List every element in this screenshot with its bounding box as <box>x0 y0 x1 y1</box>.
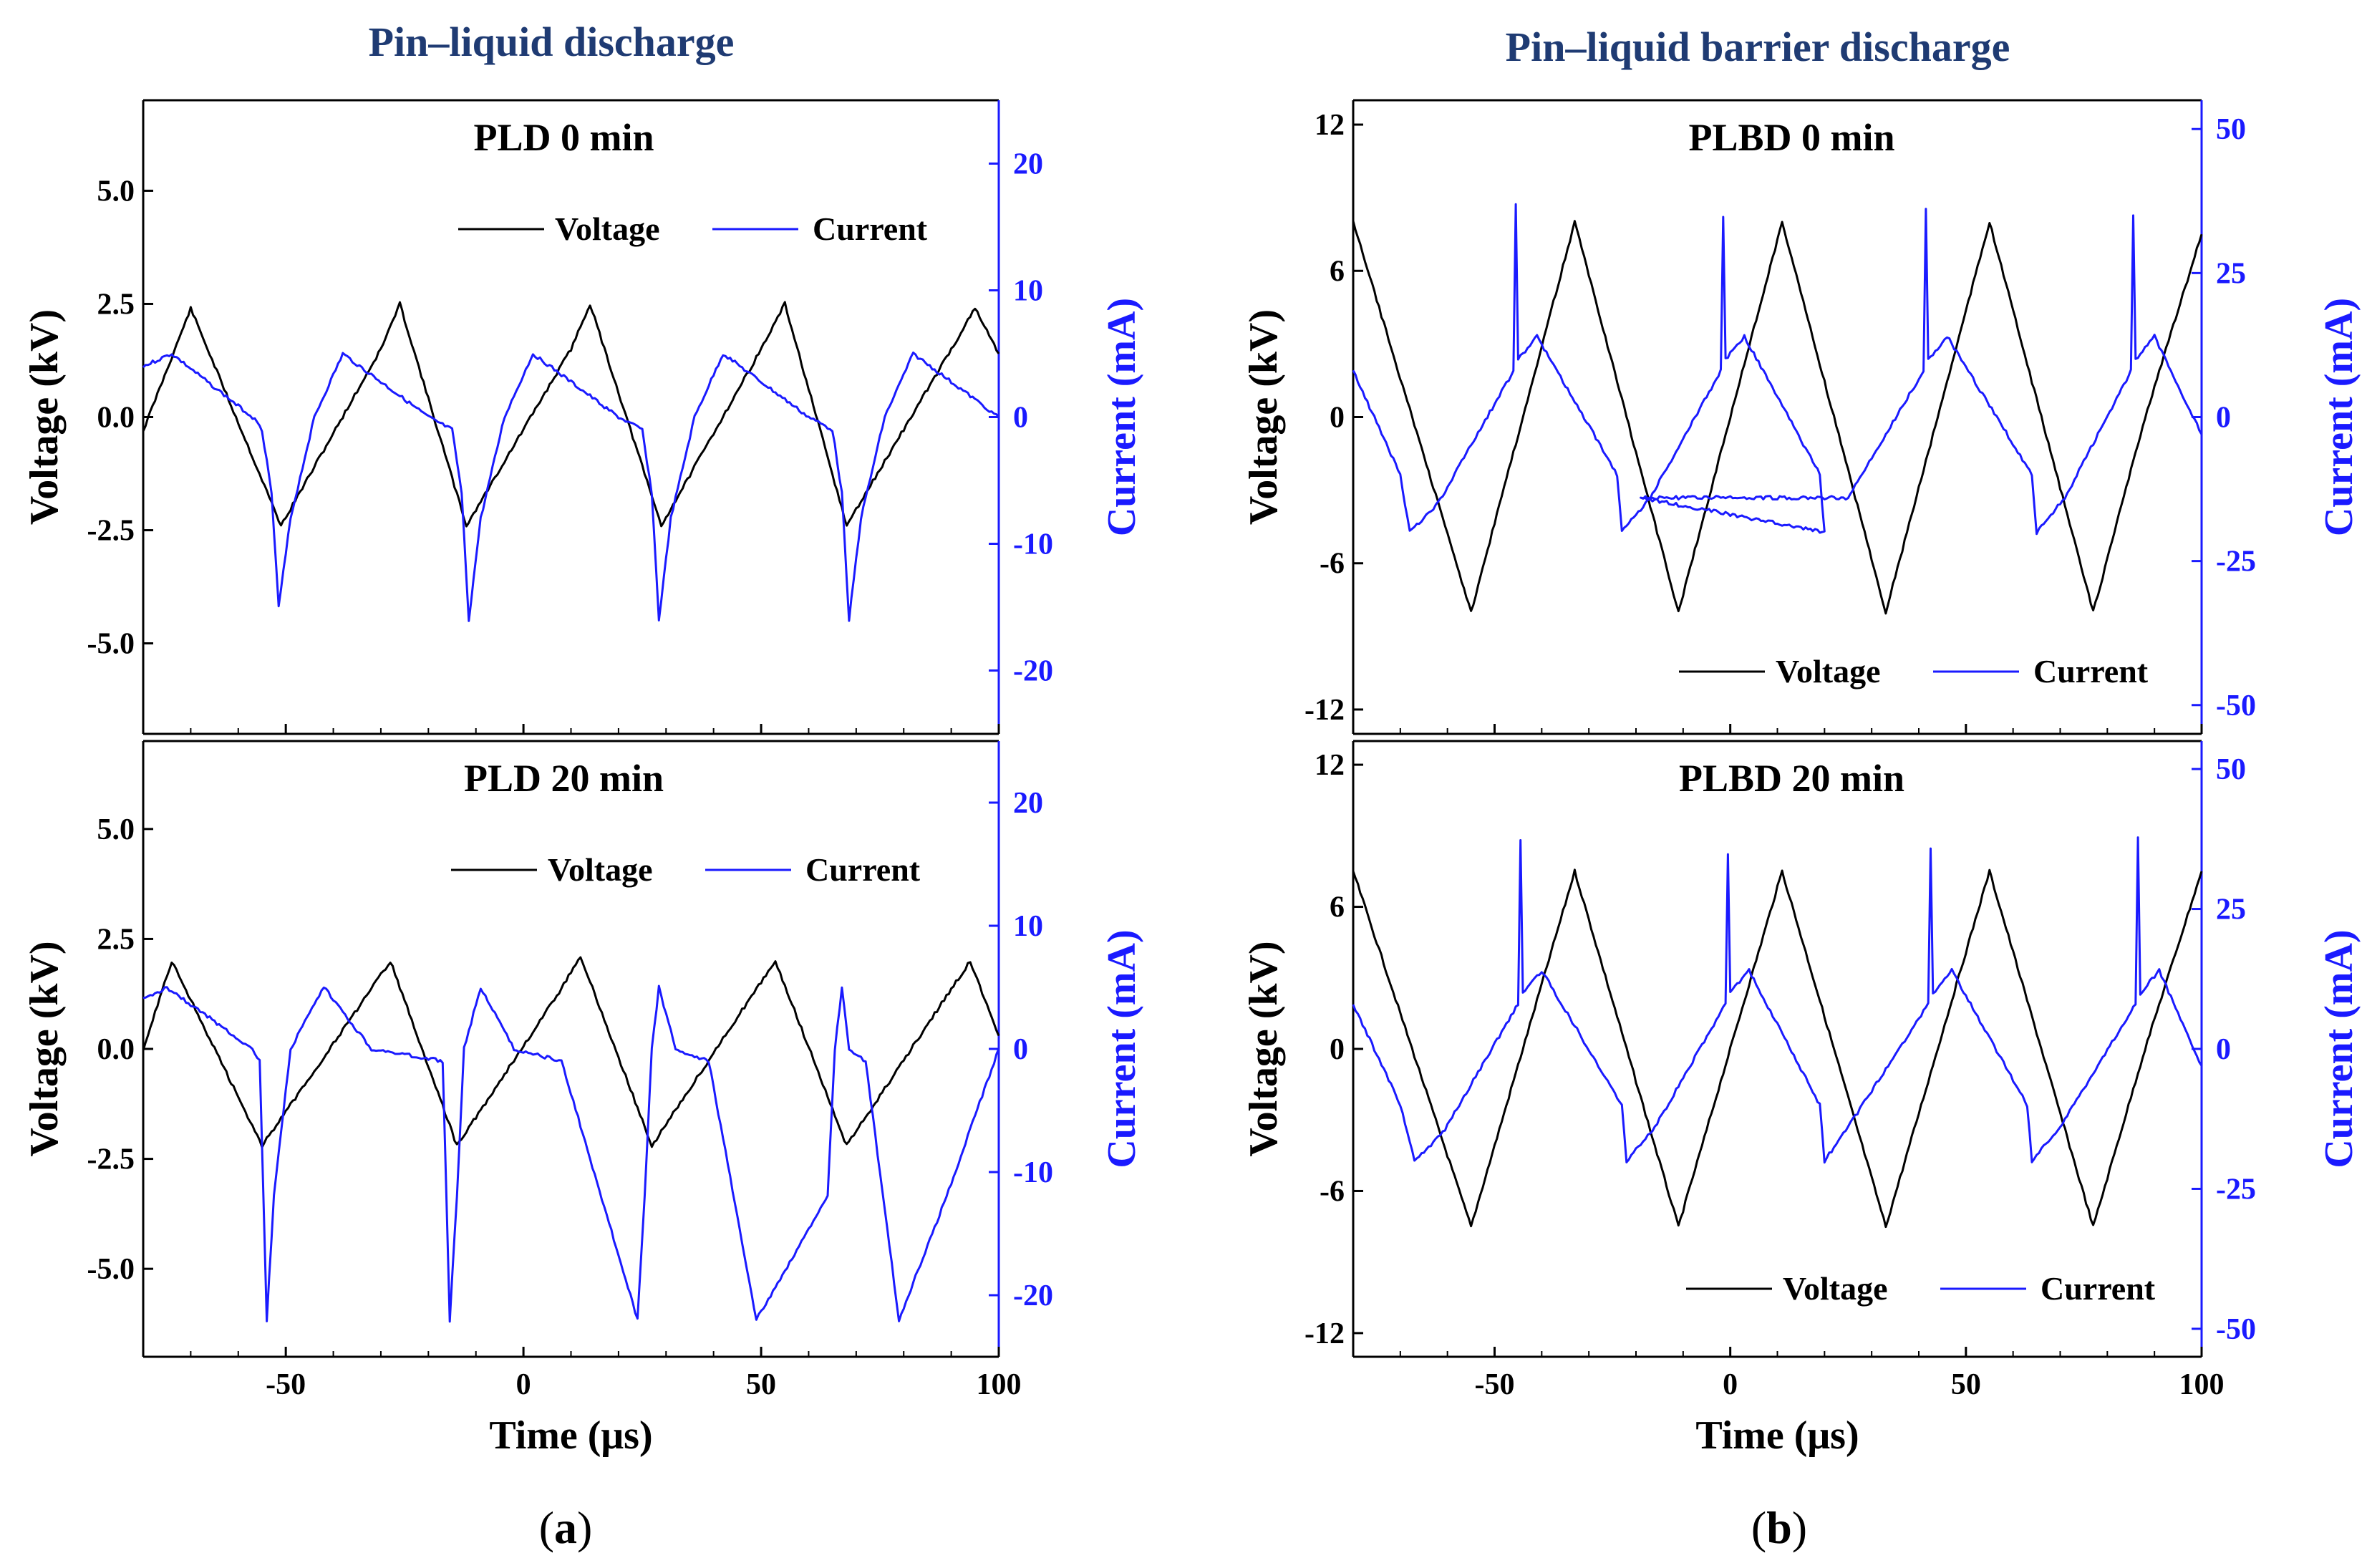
y-tick-label: -12 <box>1304 694 1345 727</box>
panel-pld-0min: -5.0 -2.5 0.0 2.5 5.0 -20 -10 0 10 20 PLD 0 min Vol… <box>22 99 1144 735</box>
label-close-paren: ) <box>577 1502 592 1553</box>
y2-tick-label: 20 <box>1013 787 1043 820</box>
x-tick-label: 100 <box>977 1368 1022 1401</box>
x-tick-label: 100 <box>2179 1368 2225 1401</box>
label-letter: b <box>1766 1502 1792 1553</box>
legend-current-label: Current <box>2041 1270 2156 1307</box>
label-open-paren: ( <box>1751 1502 1766 1553</box>
y2-axis-title: Current (mA) <box>2317 929 2361 1168</box>
y-tick-label: -12 <box>1304 1317 1345 1350</box>
label-open-paren: ( <box>539 1502 554 1553</box>
column-title-b: Pin–liquid barrier discharge <box>1506 24 2010 70</box>
y-tick-label: 6 <box>1330 891 1345 924</box>
voltage-series-line <box>1352 868 2203 1229</box>
panel-pld-20min: -50 0 50 100 -5.0 -2.5 0.0 2.5 5.0 -20 -10 0 10 20 PLD… <box>22 740 1144 1458</box>
panel-title: PLD 20 min <box>464 757 664 800</box>
label-letter: a <box>554 1502 577 1553</box>
x-axis-title: Time (μs) <box>1695 1413 1859 1458</box>
panel-title: PLD 0 min <box>473 116 654 159</box>
y2-axis-title: Current (mA) <box>2317 298 2361 536</box>
y2-tick-label: -10 <box>1013 1156 1053 1189</box>
label-close-paren: ) <box>1792 1502 1807 1553</box>
current-series-line <box>142 352 1000 622</box>
y-tick-label: 0 <box>1330 402 1345 435</box>
panel-plbd-0min: -12 -6 0 6 12 -50 -25 0 25 50 PLBD 0 min Voltage Cur… <box>1241 99 2361 735</box>
panel-plbd-20min: -50 0 50 100 -12 -6 0 6 12 -50 -25 0 25 50 PLBD 20 min… <box>1241 740 2361 1458</box>
y-tick-label: 0.0 <box>97 402 135 435</box>
current-series-line <box>1352 203 2203 536</box>
legend-current-label: Current <box>813 210 928 247</box>
subfigure-label-a: (a) <box>539 1502 593 1553</box>
y-tick-label: 0.0 <box>97 1033 135 1066</box>
y-tick-label: 0 <box>1330 1033 1345 1066</box>
column-title-a: Pin–liquid discharge <box>369 19 735 65</box>
y2-axis-title: Current (mA) <box>1100 298 1144 536</box>
y-axis-title: Voltage (kV) <box>22 309 67 525</box>
legend-voltage-label: Voltage <box>548 851 653 888</box>
y-tick-label: -6 <box>1320 548 1345 581</box>
y-tick-label: 5.0 <box>97 175 135 208</box>
y2-tick-label: -20 <box>1013 655 1053 688</box>
y-tick-label: 6 <box>1330 255 1345 288</box>
legend-voltage-label: Voltage <box>555 210 660 247</box>
y-axis-title: Voltage (kV) <box>22 941 67 1156</box>
current-series-line <box>142 984 1000 1323</box>
legend-voltage-label: Voltage <box>1783 1270 1888 1307</box>
x-tick-label: 0 <box>1723 1368 1738 1401</box>
x-tick-label: -50 <box>266 1368 306 1401</box>
y2-tick-label: 0 <box>2216 1033 2231 1066</box>
x-axis-title: Time (μs) <box>489 1413 652 1458</box>
legend-voltage-label: Voltage <box>1776 653 1881 689</box>
y2-tick-label: -50 <box>2216 689 2256 722</box>
y2-tick-label: -25 <box>2216 546 2256 579</box>
y2-tick-label: 0 <box>1013 1033 1028 1066</box>
y2-tick-label: 0 <box>2216 402 2231 435</box>
subfigure-label-b: (b) <box>1751 1502 1807 1553</box>
y-tick-label: 2.5 <box>97 923 135 956</box>
y-tick-label: -2.5 <box>87 1143 135 1176</box>
y2-tick-label: 25 <box>2216 257 2246 290</box>
y2-tick-label: -25 <box>2216 1173 2256 1206</box>
panel-title: PLBD 0 min <box>1688 116 1894 159</box>
x-tick-label: 50 <box>746 1368 776 1401</box>
voltage-series-line <box>1352 220 2203 615</box>
x-tick-label: -50 <box>1475 1368 1515 1401</box>
y2-tick-label: -20 <box>1013 1279 1053 1312</box>
legend-current-label: Current <box>805 851 921 888</box>
y-tick-label: 2.5 <box>97 288 135 321</box>
voltage-series-line <box>142 301 1000 528</box>
y2-tick-label: 50 <box>2216 113 2246 146</box>
y-tick-label: 12 <box>1315 109 1345 142</box>
y-tick-label: -6 <box>1320 1175 1345 1208</box>
legend-current-label: Current <box>2033 653 2149 689</box>
y-tick-label: -5.0 <box>87 628 135 661</box>
x-tick-label: 0 <box>516 1368 531 1401</box>
y2-tick-label: 0 <box>1013 402 1028 435</box>
y-tick-label: 5.0 <box>97 813 135 846</box>
y2-tick-label: 20 <box>1013 148 1043 181</box>
voltage-series-line <box>142 956 1000 1148</box>
y2-axis-title: Current (mA) <box>1100 929 1144 1168</box>
y-tick-label: -2.5 <box>87 515 135 548</box>
y2-tick-label: -50 <box>2216 1313 2256 1346</box>
y2-tick-label: 50 <box>2216 753 2246 786</box>
y2-tick-label: 25 <box>2216 894 2246 926</box>
y-tick-label: -5.0 <box>87 1253 135 1286</box>
y2-tick-label: -10 <box>1013 528 1053 561</box>
y2-tick-label: 10 <box>1013 910 1043 943</box>
y-axis-title: Voltage (kV) <box>1241 309 1286 525</box>
x-tick-label: 50 <box>1951 1368 1981 1401</box>
y2-tick-label: 10 <box>1013 275 1043 308</box>
current-series-line <box>1352 836 2203 1164</box>
y-axis-title: Voltage (kV) <box>1241 941 1286 1156</box>
y-tick-label: 12 <box>1315 749 1345 782</box>
panel-title: PLBD 20 min <box>1679 757 1904 800</box>
